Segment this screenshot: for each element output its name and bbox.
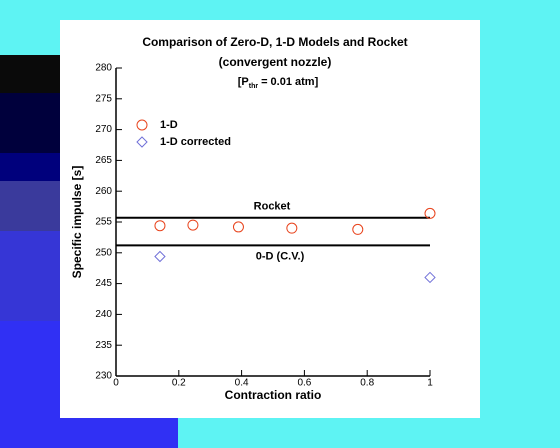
stripe — [0, 55, 60, 93]
legend-label: 1-D corrected — [160, 136, 231, 148]
data-point — [154, 250, 166, 263]
chart-panel — [60, 20, 480, 418]
y-tick-label: 240 — [95, 309, 112, 320]
chart-title: Comparison of Zero-D, 1-D Models and Roc… — [142, 35, 407, 49]
note-sub: thr — [249, 83, 259, 90]
reference-label: Rocket — [254, 201, 291, 213]
x-tick-label: 1 — [427, 378, 433, 389]
y-tick-label: 280 — [95, 63, 112, 74]
stripe — [0, 231, 60, 321]
y-tick-label: 275 — [95, 93, 112, 104]
stripe — [0, 93, 60, 153]
x-tick-label: 0 — [113, 378, 119, 389]
y-axis-title: Specific impulse [s] — [70, 166, 84, 279]
legend-marker — [136, 119, 148, 131]
legend-label: 1-D — [160, 119, 178, 131]
data-point — [187, 219, 199, 231]
reference-label: 0-D (C.V.) — [256, 250, 305, 262]
data-point — [232, 221, 244, 233]
y-tick-label: 265 — [95, 155, 112, 166]
x-tick-label: 0.4 — [235, 378, 249, 389]
data-point — [424, 207, 436, 219]
legend-marker — [136, 136, 148, 148]
note-part: = 0.01 atm] — [261, 76, 319, 88]
y-tick-label: 260 — [95, 186, 112, 197]
x-tick-label: 0.6 — [297, 378, 311, 389]
x-axis-title: Contraction ratio — [225, 388, 322, 402]
data-point — [286, 222, 298, 234]
y-tick-label: 255 — [95, 217, 112, 228]
y-tick-label: 235 — [95, 340, 112, 351]
y-tick-label: 230 — [95, 371, 112, 382]
y-tick-label: 270 — [95, 124, 112, 135]
x-tick-label: 0.8 — [360, 378, 374, 389]
note-part: [P — [238, 76, 249, 88]
stripe — [0, 181, 60, 231]
stripe — [0, 153, 60, 181]
data-point — [352, 223, 364, 235]
x-tick-label: 0.2 — [172, 378, 186, 389]
y-tick-label: 245 — [95, 278, 112, 289]
data-point — [154, 220, 166, 232]
data-point — [424, 271, 436, 284]
chart-subtitle: (convergent nozzle) — [219, 55, 332, 69]
note: [Pthr = 0.01 atm] — [238, 76, 319, 90]
y-tick-label: 250 — [95, 247, 112, 258]
